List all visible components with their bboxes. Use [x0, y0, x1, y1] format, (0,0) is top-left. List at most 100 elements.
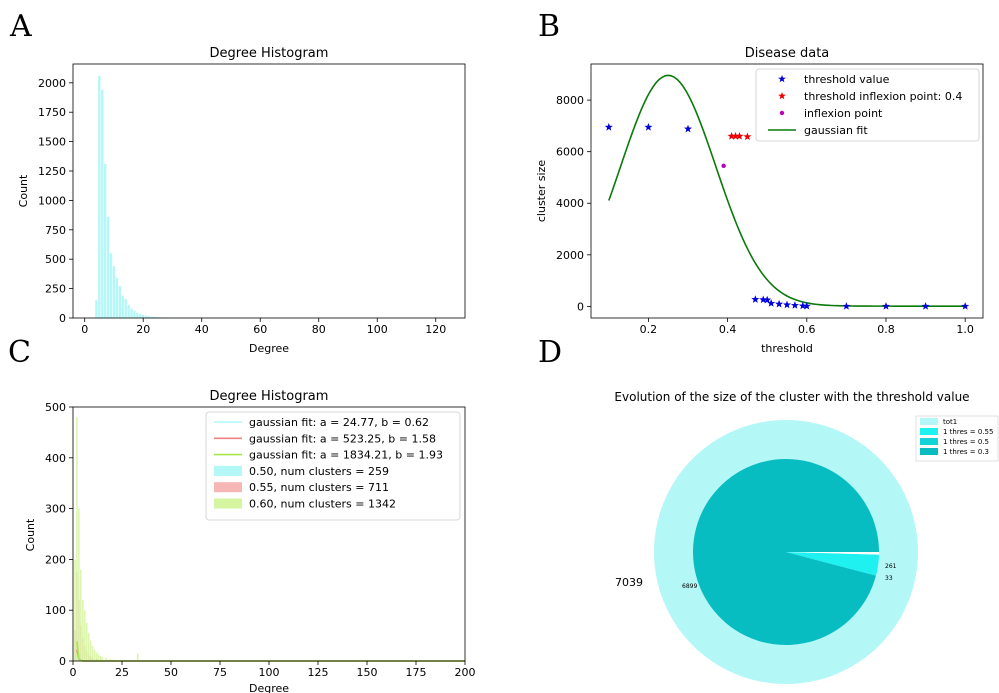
chart-b-threshold-point — [684, 124, 692, 133]
chart-d: Evolution of the size of the cluster wit… — [614, 390, 999, 684]
chart-a-bar — [95, 300, 98, 318]
chart-c-legend-label: gaussian fit: a = 523.25, b = 1.58 — [249, 432, 436, 445]
chart-b-inflexion-threshold-point — [731, 132, 740, 140]
chart-a-bar — [133, 310, 136, 318]
chart-b-ytick-label: 0 — [577, 300, 584, 313]
chart-b-threshold-point — [759, 295, 768, 304]
chart-b-xtick-label: 0.4 — [719, 323, 737, 336]
chart-a-ytick-label: 1250 — [38, 165, 66, 178]
chart-c-bar — [87, 633, 90, 661]
chart-d-legend-label: tot1 — [943, 418, 957, 426]
chart-b-xtick-label: 0.6 — [798, 323, 816, 336]
chart-c-bar — [80, 569, 82, 661]
chart-c-bar — [99, 655, 102, 661]
chart-a-xtick-label: 0 — [81, 323, 88, 336]
chart-c-frame — [72, 406, 466, 662]
panel-letter-d: D — [538, 335, 562, 370]
chart-c-bar — [83, 610, 86, 661]
chart-b-threshold-point — [775, 299, 784, 308]
chart-c-xtick-label: 100 — [259, 666, 280, 679]
chart-c-bar — [109, 658, 112, 661]
chart-b-threshold-point — [842, 302, 851, 310]
chart-a-bar — [156, 317, 160, 318]
chart-a-ytick-label: 0 — [59, 312, 66, 325]
chart-c-legend-label: 0.50, num clusters = 259 — [249, 465, 389, 478]
chart-c-xtick-label: 0 — [70, 666, 77, 679]
chart-b-title: Disease data — [745, 46, 830, 61]
chart-b-legend-label: threshold inflexion point: 0.4 — [804, 90, 962, 103]
chart-b-inflexion-threshold-point — [735, 132, 744, 140]
chart-b-threshold-point — [783, 300, 791, 309]
chart-c-xtick-label: 75 — [213, 666, 227, 679]
chart-c-xtick-label: 150 — [357, 666, 378, 679]
chart-a-xtick-label: 80 — [312, 323, 326, 336]
chart-c-fit-line — [76, 641, 465, 662]
chart-a-ytick-label: 500 — [45, 253, 66, 266]
chart-c-legend-label: gaussian fit: a = 24.77, b = 0.62 — [249, 416, 429, 429]
chart-c-xtick-label: 175 — [406, 666, 427, 679]
chart-b: Disease data threshold cluster size 0.2 0… — [535, 46, 984, 355]
chart-b-ytick-label: 2000 — [556, 249, 584, 262]
chart-a-bar — [115, 278, 119, 318]
chart-a-bar — [112, 266, 116, 318]
chart-b-threshold-point — [790, 301, 799, 309]
chart-a-bar — [153, 316, 157, 318]
chart-c-ytick-label: 400 — [45, 452, 66, 465]
chart-b-threshold-point — [921, 302, 930, 310]
chart-a-ytick-label: 1000 — [38, 194, 66, 207]
chart-a-ytick-label: 2000 — [38, 77, 66, 90]
chart-a-ytick-label: 1750 — [38, 106, 66, 119]
panel-letter-a: A — [9, 9, 32, 44]
chart-c-xlabel: Degree — [249, 682, 289, 693]
chart-b-threshold-point — [802, 301, 811, 310]
chart-d-legend-swatch — [920, 418, 938, 425]
chart-a-bar — [101, 89, 104, 319]
chart-c-ylabel: Count — [24, 518, 37, 551]
chart-a-bar — [98, 75, 101, 318]
chart-b-threshold-point — [763, 295, 772, 304]
chart-d-legend-swatch — [920, 448, 938, 455]
chart-c-ytick-label: 100 — [45, 604, 66, 617]
chart-b-ytick-label: 8000 — [556, 94, 584, 107]
chart-b-xtick-label: 1.0 — [956, 323, 974, 336]
chart-b-legend-marker — [778, 75, 786, 83]
chart-a-bar — [136, 312, 139, 318]
chart-a-title: Degree Histogram — [210, 46, 329, 61]
chart-a-xlabel: Degree — [249, 342, 289, 355]
chart-c: Degree Histogram Degree Count 0 25 50 75 100… — [24, 389, 476, 693]
chart-c-bar — [74, 559, 76, 661]
chart-c-ytick-label: 500 — [45, 401, 66, 414]
chart-c-xtick-label: 200 — [455, 666, 476, 679]
chart-a: Degree Histogram Degree Count 0 20 40 60 80 1… — [17, 46, 466, 355]
chart-b-legend-marker — [779, 110, 785, 116]
chart-d-legend-swatch — [920, 438, 938, 445]
chart-d-inner-label: 261 — [885, 563, 897, 570]
chart-a-bar — [106, 216, 110, 318]
chart-c-bar — [76, 417, 78, 661]
chart-a-bar — [124, 299, 127, 318]
chart-c-bar — [85, 622, 88, 661]
chart-b-threshold-point — [751, 295, 760, 303]
chart-a-xtick-label: 20 — [136, 323, 150, 336]
chart-d-inner-label: 33 — [885, 575, 893, 582]
chart-a-ylabel: Count — [17, 174, 30, 207]
chart-c-ytick-label: 200 — [45, 553, 66, 566]
chart-c-xtick-label: 50 — [164, 666, 178, 679]
panel-letter-c: C — [8, 335, 31, 370]
chart-c-ytick-label: 0 — [59, 655, 66, 668]
chart-b-threshold-point — [604, 122, 613, 131]
chart-a-ytick-label: 1500 — [38, 136, 66, 149]
chart-c-legend-marker — [214, 498, 242, 509]
chart-a-xtick-label: 100 — [367, 323, 388, 336]
chart-d-inner-label: 6899 — [682, 583, 697, 590]
chart-b-threshold-point — [644, 122, 653, 131]
chart-c-fit-line — [76, 649, 465, 662]
chart-a-bar — [142, 315, 145, 318]
chart-c-legend-label: 0.60, num clusters = 1342 — [249, 498, 396, 511]
chart-b-threshold-point — [882, 302, 890, 310]
chart-a-bar — [139, 313, 142, 318]
chart-c-bar — [82, 600, 84, 661]
chart-d-title: Evolution of the size of the cluster wit… — [614, 390, 969, 404]
chart-a-xtick-label: 120 — [425, 323, 446, 336]
chart-b-threshold-point — [961, 302, 970, 310]
